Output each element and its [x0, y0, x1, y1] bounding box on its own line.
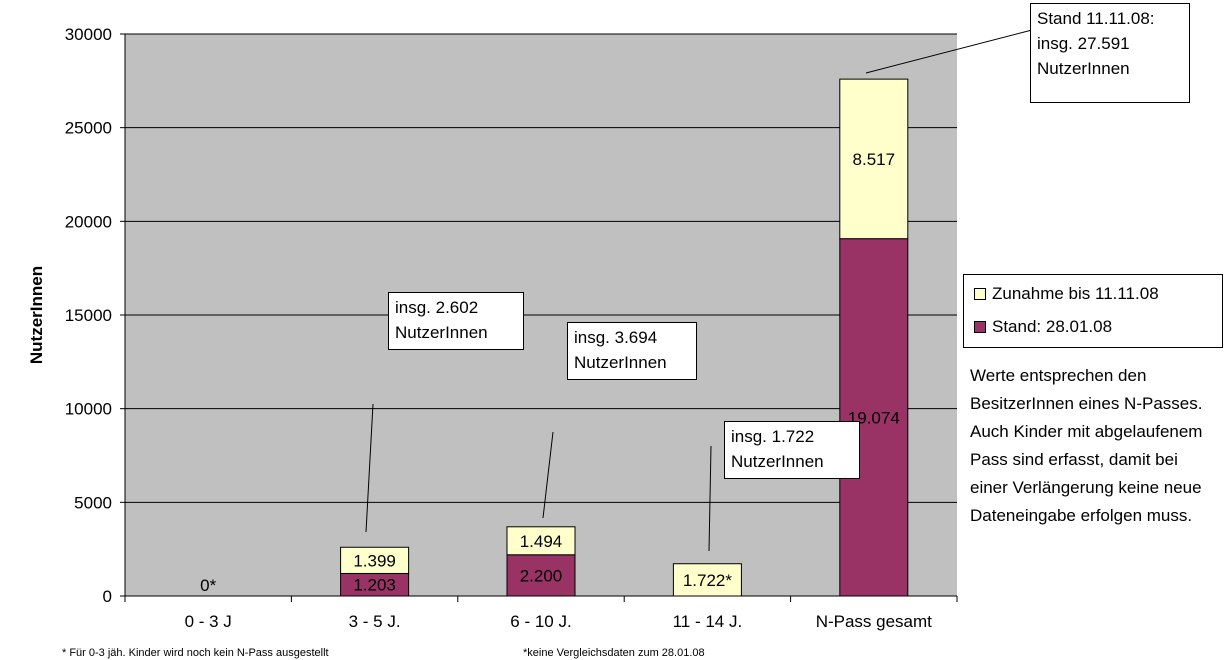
x-tick-label: 6 - 10 J.: [510, 612, 571, 631]
data-label-stand: 0*: [200, 576, 216, 595]
y-axis-title: NutzerInnen: [27, 266, 46, 364]
legend-swatch-stand: [974, 320, 986, 333]
x-tick-label: 11 - 14 J.: [673, 612, 743, 631]
callout-6-10: insg. 3.694 NutzerInnen: [567, 322, 697, 380]
y-tick-label: 15000: [65, 306, 112, 325]
data-label-zunahme: 1.722*: [683, 571, 733, 590]
leader-line-6-10: [542, 431, 554, 519]
callout-11-14-line2: NutzerInnen: [731, 452, 824, 471]
data-label-stand: 19.074: [848, 408, 900, 427]
x-tick-label: 3 - 5 J.: [349, 612, 401, 631]
y-tick-label: 30000: [65, 25, 112, 44]
bar-zunahme-2: [506, 526, 576, 556]
callout-6-10-line1: insg. 3.694: [574, 328, 658, 347]
footnote-left: * Für 0-3 jäh. Kinder wird noch kein N-P…: [62, 647, 329, 659]
bar-zunahme-4: [839, 78, 909, 240]
callout-11-14: insg. 1.722 NutzerInnen: [724, 421, 860, 479]
bar-zunahme-1: [340, 546, 410, 574]
legend-item-stand: Stand: 28.01.08: [974, 317, 1112, 337]
y-tick-label: 10000: [65, 400, 112, 419]
callout-6-10-line2: NutzerInnen: [574, 353, 667, 372]
x-tick-label: 0 - 3 J: [185, 612, 232, 631]
legend: Zunahme bis 11.11.08 Stand: 28.01.08: [963, 274, 1223, 348]
data-label-zunahme: 1.399: [353, 551, 396, 570]
legend-label-stand: Stand: 28.01.08: [992, 317, 1113, 336]
explanatory-note: Werte entsprechen den BesitzerInnen eine…: [970, 366, 1203, 525]
data-label-zunahme: 1.494: [520, 532, 563, 551]
leader-line-3-5: [365, 403, 374, 533]
callout-total-line3: NutzerInnen: [1037, 59, 1130, 78]
callout-total-line1: Stand 11.11.08:: [1037, 9, 1155, 28]
y-tick-label: 0: [103, 587, 112, 606]
leader-line-11-14: [708, 445, 712, 552]
callout-total-line2: insg. 27.591: [1037, 34, 1130, 53]
bar-zunahme-3: [672, 563, 742, 597]
legend-swatch-zunahme: [974, 287, 986, 300]
data-label-stand: 1.203: [353, 576, 396, 595]
x-tick-label: N-Pass gesamt: [816, 612, 932, 631]
callout-11-14-line1: insg. 1.722: [731, 427, 815, 446]
y-tick-label: 20000: [65, 212, 112, 231]
bar-stand-4: [839, 238, 909, 597]
legend-label-zunahme: Zunahme bis 11.11.08: [992, 284, 1159, 303]
data-label-zunahme: 8.517: [853, 150, 896, 169]
legend-item-zunahme: Zunahme bis 11.11.08: [974, 284, 1159, 304]
data-label-stand: 2.200: [520, 566, 563, 585]
callout-3-5-line2: NutzerInnen: [395, 323, 488, 342]
y-tick-label: 25000: [65, 119, 112, 138]
callout-3-5: insg. 2.602 NutzerInnen: [388, 292, 524, 350]
callout-total: Stand 11.11.08: insg. 27.591 NutzerInnen: [1030, 3, 1190, 103]
y-tick-label: 5000: [74, 493, 112, 512]
leader-line-total: [865, 29, 1033, 74]
footnote-right: *keine Vergleichsdaten zum 28.01.08: [523, 647, 705, 659]
callout-3-5-line1: insg. 2.602: [395, 298, 479, 317]
